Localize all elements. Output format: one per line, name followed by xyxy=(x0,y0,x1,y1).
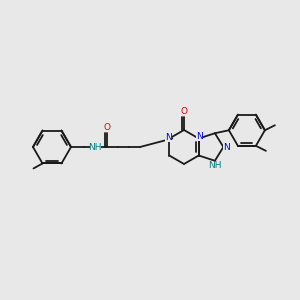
FancyBboxPatch shape xyxy=(223,143,230,151)
Text: O: O xyxy=(103,124,110,133)
FancyBboxPatch shape xyxy=(104,124,110,132)
FancyBboxPatch shape xyxy=(209,162,220,170)
FancyBboxPatch shape xyxy=(181,108,187,116)
FancyBboxPatch shape xyxy=(165,134,172,142)
Text: N: N xyxy=(196,132,203,141)
Text: N: N xyxy=(165,133,172,142)
Text: O: O xyxy=(181,107,188,116)
FancyBboxPatch shape xyxy=(89,143,100,151)
Text: NH: NH xyxy=(208,161,222,170)
Text: N: N xyxy=(223,142,230,152)
Text: NH: NH xyxy=(88,142,102,152)
FancyBboxPatch shape xyxy=(196,133,203,140)
